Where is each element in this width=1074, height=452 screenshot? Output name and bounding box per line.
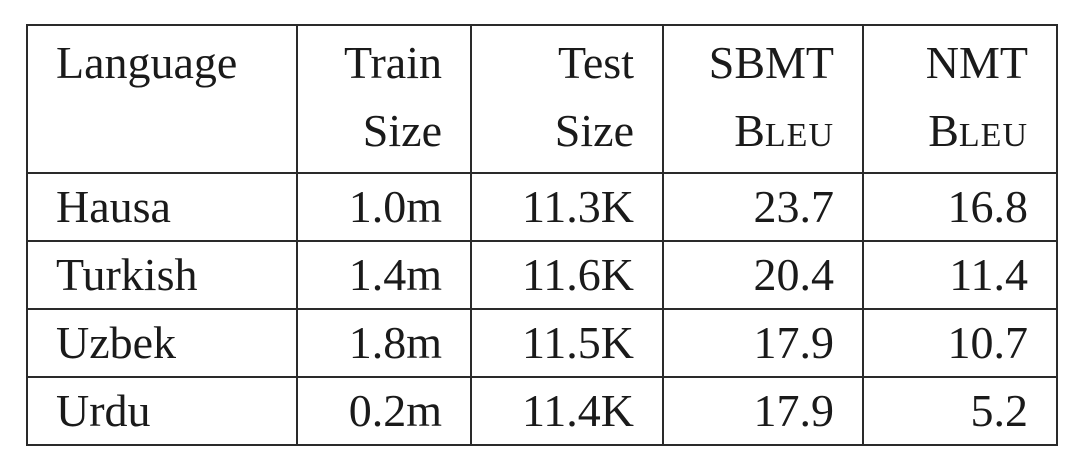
cell-train-size: 1.4m: [296, 240, 472, 310]
header-nmt-bleu-line2: BLEU: [892, 108, 1028, 154]
cell-test-size: 11.3K: [470, 172, 664, 242]
cell-nmt-bleu: 10.7: [862, 308, 1058, 378]
cell-test-size: 11.5K: [470, 308, 664, 378]
cell-test-size: 11.6K: [470, 240, 664, 310]
cell-sbmt-bleu: 17.9: [662, 376, 864, 446]
cell-sbmt-bleu: 17.9: [662, 308, 864, 378]
cell-train-size: 0.2m: [296, 376, 472, 446]
header-train-size: Train Size: [296, 24, 472, 174]
header-test-size-line2: Size: [554, 105, 634, 156]
cell-nmt-bleu: 16.8: [862, 172, 1058, 242]
header-nmt-bleu-cap: B: [928, 105, 959, 156]
header-train-size-line1: Train: [344, 37, 442, 88]
table-row: Uzbek 1.8m 11.5K 17.9 10.7: [26, 308, 1058, 378]
header-test-size: Test Size: [470, 24, 664, 174]
header-sbmt-bleu-rest: LEU: [764, 117, 834, 154]
cell-language: Hausa: [26, 172, 298, 242]
cell-language: Turkish: [26, 240, 298, 310]
header-sbmt-bleu-line1: SBMT: [708, 37, 834, 88]
cell-language: Urdu: [26, 376, 298, 446]
cell-nmt-bleu: 5.2: [862, 376, 1058, 446]
header-sbmt-bleu-line2: BLEU: [692, 108, 834, 154]
header-sbmt-bleu-cap: B: [734, 105, 765, 156]
table-header: Language Train Size Test Size SBMT BLEU …: [26, 24, 1058, 174]
table-row: Urdu 0.2m 11.4K 17.9 5.2: [26, 376, 1058, 446]
cell-nmt-bleu: 11.4: [862, 240, 1058, 310]
cell-language: Uzbek: [26, 308, 298, 378]
header-train-size-line2: Size: [362, 105, 442, 156]
header-nmt-bleu-line1: NMT: [925, 37, 1028, 88]
header-sbmt-bleu: SBMT BLEU: [662, 24, 864, 174]
header-language: Language: [26, 24, 298, 174]
cell-test-size: 11.4K: [470, 376, 664, 446]
header-nmt-bleu: NMT BLEU: [862, 24, 1058, 174]
cell-sbmt-bleu: 23.7: [662, 172, 864, 242]
cell-train-size: 1.0m: [296, 172, 472, 242]
cell-sbmt-bleu: 20.4: [662, 240, 864, 310]
table-body: Hausa 1.0m 11.3K 23.7 16.8 Turkish 1.4m …: [26, 172, 1058, 446]
cell-train-size: 1.8m: [296, 308, 472, 378]
header-row: Language Train Size Test Size SBMT BLEU …: [26, 24, 1058, 174]
results-table: Language Train Size Test Size SBMT BLEU …: [26, 24, 1058, 446]
header-nmt-bleu-rest: LEU: [958, 117, 1028, 154]
header-language-label: Language: [56, 37, 238, 88]
table-row: Turkish 1.4m 11.6K 20.4 11.4: [26, 240, 1058, 310]
table-row: Hausa 1.0m 11.3K 23.7 16.8: [26, 172, 1058, 242]
header-test-size-line1: Test: [558, 37, 634, 88]
